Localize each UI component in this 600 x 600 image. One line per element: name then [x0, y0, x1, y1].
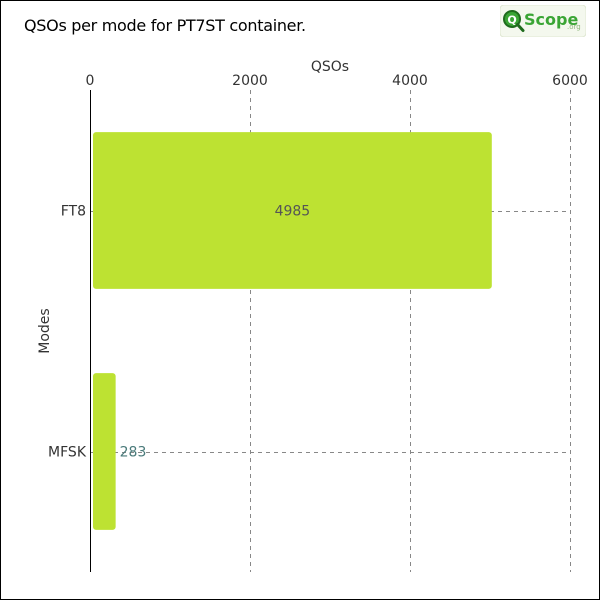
chart-title: QSOs per mode for PT7ST container.: [24, 16, 306, 35]
y-axis-title: Modes: [37, 308, 53, 353]
x-axis-title: QSOs: [311, 59, 349, 75]
q-magnifier-icon: Q: [503, 10, 525, 32]
bar-mfsk: [93, 373, 116, 530]
logo-text: Scope: [524, 10, 578, 29]
logo-suffix: .org: [567, 23, 581, 31]
y-tick-label: MFSK: [48, 445, 87, 461]
tick-labels: 0 2000 4000 6000 FT8 MFSK: [48, 73, 588, 461]
x-tick-label: 4000: [392, 73, 428, 89]
qscope-logo: Q Scope .org: [500, 5, 586, 37]
x-tick-label: 0: [86, 73, 95, 89]
bar-value-label: 4985: [275, 204, 311, 220]
y-tick-label: FT8: [61, 204, 86, 220]
bar-value-label: 283: [120, 445, 147, 461]
x-tick-label: 2000: [232, 73, 268, 89]
bar-ft8: [93, 132, 492, 289]
x-tick-label: 6000: [552, 73, 588, 89]
bars: 4985 283: [93, 132, 492, 530]
svg-text:Q: Q: [507, 14, 516, 27]
